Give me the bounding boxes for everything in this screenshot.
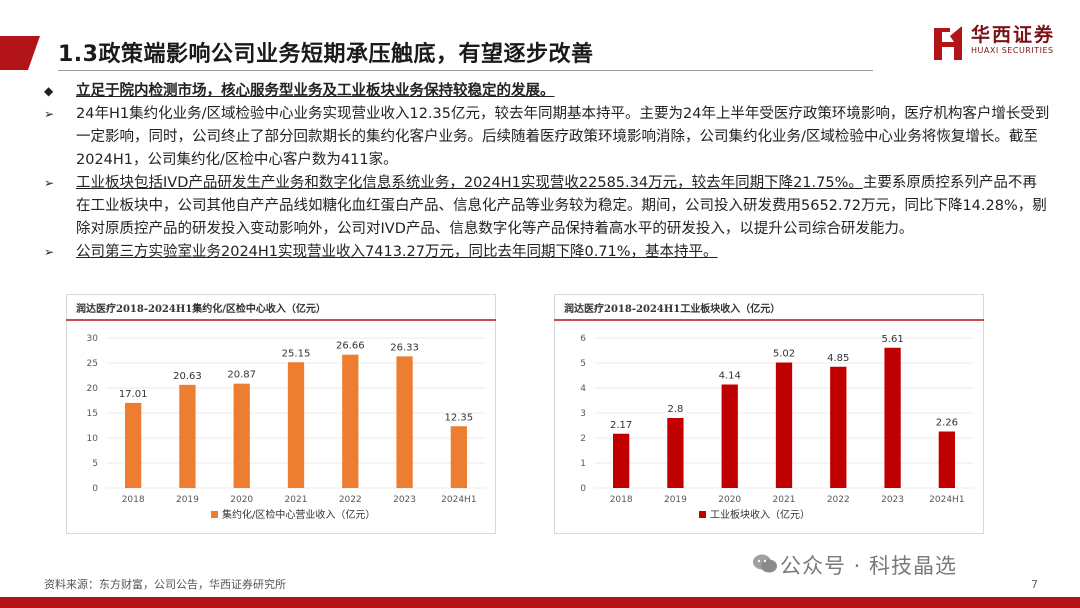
y-tick-label: 30 — [87, 334, 99, 344]
x-tick-label: 2022 — [827, 495, 850, 505]
y-tick-label: 25 — [87, 359, 98, 369]
page-title: 1.3政策端影响公司业务短期承压触底，有望逐步改善 — [58, 42, 594, 67]
bar — [830, 366, 847, 488]
chart-frame — [554, 294, 984, 534]
bullet-item-1-text: 24年H1集约化业务/区域检验中心业务实现营业收入12.35亿元，较去年同期基本… — [76, 106, 1050, 168]
arrow-bullet-icon: ➢ — [44, 245, 55, 259]
bar — [775, 362, 793, 488]
bar — [450, 426, 467, 488]
y-tick-label: 5 — [92, 459, 98, 469]
data-label: 5.61 — [881, 334, 903, 345]
x-tick-label: 2020 — [718, 495, 741, 505]
data-label: 17.01 — [119, 389, 148, 400]
data-label: 20.87 — [227, 370, 256, 381]
y-tick-label: 15 — [87, 409, 98, 419]
x-tick-label: 2023 — [393, 495, 416, 505]
chart-industrial-revenue: 润达医疗2018-2024H1工业板块收入（亿元） 0 1 2 3 4 5 6 2.17 2018… — [554, 294, 984, 534]
logo-text-cn: 华西证券 — [971, 24, 1056, 46]
bar — [342, 354, 359, 488]
legend-label: 集约化/区检中心营业收入（亿元） — [222, 508, 375, 521]
data-label: 5.02 — [773, 349, 795, 360]
x-tick-label: 2019 — [664, 495, 687, 505]
chart-title: 润达医疗2018-2024H1集约化/区检中心收入（亿元） — [76, 302, 326, 315]
bar — [125, 402, 142, 488]
legend-label: 工业板块收入（亿元） — [710, 508, 810, 521]
title-divider — [58, 70, 873, 71]
bullet-item-3-text: 公司第三方实验室业务2024H1实现营业收入7413.27万元，同比去年同期下降… — [76, 244, 718, 260]
chart-frame — [66, 294, 496, 534]
data-label: 20.63 — [173, 371, 202, 382]
bullet-item-2-highlight: 工业板块包括IVD产品研发生产业务和数字化信息系统业务，2024H1实现营收22… — [76, 175, 863, 191]
title-accent-bar — [0, 36, 40, 70]
bullet-main-text: 立足于院内检测市场，核心服务型业务及工业板块业务保持较稳定的发展。 — [76, 83, 555, 99]
bar — [287, 362, 305, 488]
data-label: 2.26 — [936, 418, 958, 429]
x-tick-label: 2020 — [230, 495, 253, 505]
x-tick-label: 2024H1 — [929, 495, 964, 505]
source-note: 资料来源：东方财富，公司公告，华西证券研究所 — [44, 578, 286, 591]
bar — [938, 431, 955, 488]
data-label: 12.35 — [445, 412, 474, 423]
x-tick-label: 2024H1 — [441, 495, 476, 505]
bar — [179, 384, 196, 488]
y-tick-label: 1 — [580, 459, 586, 469]
data-label: 25.15 — [282, 348, 311, 359]
wechat-icon — [753, 554, 777, 573]
y-tick-label: 3 — [580, 409, 586, 419]
bullet-item-2-text: 主要系原质控系列产品不再在工业板块中，公司其他自产产品线如糖化血红蛋白产品、信息… — [76, 175, 1047, 237]
huaxi-logo-icon — [934, 26, 962, 60]
x-tick-label: 2022 — [339, 495, 362, 505]
chart-title: 润达医疗2018-2024H1工业板块收入（亿元） — [564, 302, 780, 315]
x-tick-label: 2019 — [176, 495, 199, 505]
bar — [884, 347, 901, 488]
bar — [613, 433, 630, 488]
y-tick-label: 2 — [580, 434, 586, 444]
chart-svg: 润达医疗2018-2024H1工业板块收入（亿元） 0 1 2 3 4 5 6 2.17 2018… — [554, 294, 984, 534]
chart-integrated-revenue: 润达医疗2018-2024H1集约化/区检中心收入（亿元） 0 5 10 15 20 25 3… — [66, 294, 496, 534]
bullet-item-3: ➢ 公司第三方实验室业务2024H1实现营业收入7413.27万元，同比去年同期… — [40, 241, 1050, 264]
x-tick-label: 2021 — [285, 495, 308, 505]
data-label: 4.85 — [827, 353, 849, 364]
y-tick-label: 20 — [87, 384, 99, 394]
bullet-item-2: ➢ 工业板块包括IVD产品研发生产业务和数字化信息系统业务，2024H1实现营收… — [40, 172, 1050, 241]
legend-swatch — [699, 511, 706, 518]
watermark: 公众号 · 科技晶选 — [780, 554, 958, 578]
data-label: 26.66 — [336, 341, 365, 352]
legend-swatch — [211, 511, 218, 518]
y-tick-label: 4 — [580, 384, 586, 394]
arrow-bullet-icon: ➢ — [44, 107, 55, 121]
y-tick-label: 0 — [92, 484, 98, 494]
data-label: 2.17 — [610, 420, 632, 431]
logo-text-en: HUAXI SECURITIES — [971, 46, 1054, 55]
bar — [396, 356, 413, 488]
x-tick-label: 2018 — [610, 495, 633, 505]
page-number: 7 — [1031, 578, 1038, 591]
diamond-bullet-icon: ◆ — [44, 84, 54, 98]
y-tick-label: 6 — [580, 334, 586, 344]
bar — [721, 384, 738, 488]
bullet-list: ◆ 立足于院内检测市场，核心服务型业务及工业板块业务保持较稳定的发展。 ➢ 24… — [40, 80, 1050, 264]
chart-svg: 润达医疗2018-2024H1集约化/区检中心收入（亿元） 0 5 10 15 20 25 3… — [66, 294, 496, 534]
y-tick-label: 10 — [87, 434, 99, 444]
y-tick-label: 5 — [580, 359, 586, 369]
y-tick-label: 0 — [580, 484, 586, 494]
x-tick-label: 2023 — [881, 495, 904, 505]
bottom-accent-bar — [0, 597, 1080, 608]
arrow-bullet-icon: ➢ — [44, 176, 55, 190]
data-label: 4.14 — [719, 371, 741, 382]
data-label: 26.33 — [390, 342, 419, 353]
bullet-main: ◆ 立足于院内检测市场，核心服务型业务及工业板块业务保持较稳定的发展。 — [40, 80, 1050, 103]
x-tick-label: 2018 — [122, 495, 145, 505]
bar — [667, 418, 684, 488]
data-label: 2.8 — [667, 404, 683, 415]
x-tick-label: 2021 — [773, 495, 796, 505]
bar — [233, 383, 250, 488]
bullet-item-1: ➢ 24年H1集约化业务/区域检验中心业务实现营业收入12.35亿元，较去年同期… — [40, 103, 1050, 172]
